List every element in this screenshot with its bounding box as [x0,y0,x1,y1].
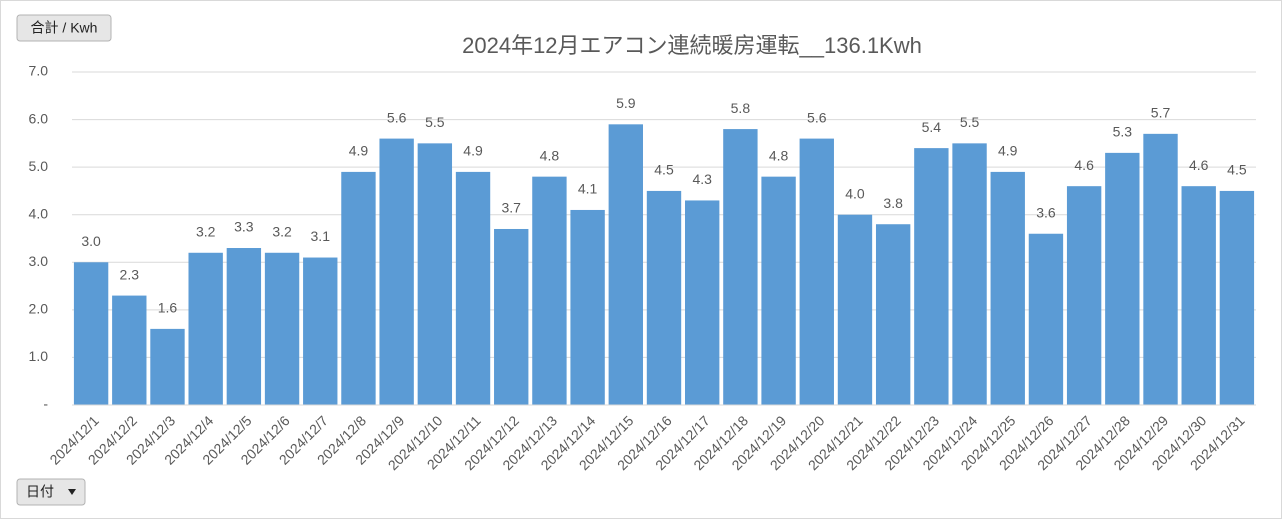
button-label: 日付 [26,484,54,500]
data-label: 4.9 [349,143,369,159]
data-label: 4.8 [540,147,560,163]
button-bg [16,478,86,506]
bar [952,143,987,405]
data-label: 4.6 [1189,157,1209,173]
data-label: 5.4 [922,119,942,135]
bar [914,148,949,405]
y-tick-label: 1.0 [29,348,49,364]
data-label: 4.9 [463,143,483,159]
bar [837,214,873,405]
value-field-button[interactable]: 合計 / Kwh [16,14,112,42]
bar [112,295,147,405]
bar [532,176,567,405]
bar [761,176,796,405]
data-label: 4.9 [998,143,1018,159]
y-tick-label: 4.0 [29,205,49,221]
bar [150,328,185,405]
data-label: 4.3 [692,171,712,187]
y-tick-label: 6.0 [29,110,49,126]
dropdown-icon [68,489,76,495]
data-label: 2.3 [120,266,140,282]
bar [303,257,338,405]
data-label: 4.6 [1074,157,1094,173]
bar [341,171,376,405]
bar [1066,186,1102,405]
bar [990,171,1025,405]
data-label: 5.8 [731,100,751,116]
bar [226,248,262,405]
bar [264,252,300,405]
bar [379,138,414,405]
bar [1105,152,1140,405]
data-label: 5.6 [387,109,407,125]
data-label: 4.1 [578,181,598,197]
data-label: 5.3 [1113,124,1133,140]
data-label: 4.0 [845,185,865,201]
data-label: 3.1 [311,228,331,244]
data-label: 3.2 [196,223,216,239]
data-label: 3.8 [883,195,903,211]
bar [1181,186,1216,405]
y-tick-label: 7.0 [29,63,49,79]
data-label: 3.7 [501,200,521,216]
data-label: 5.7 [1151,105,1171,121]
bar [608,124,643,405]
bar [646,190,682,405]
bar [1143,133,1178,406]
data-label: 4.5 [654,162,674,178]
bar [188,252,223,405]
bar [799,138,834,405]
y-tick-label: 2.0 [29,301,49,317]
chart-title: 2024年12月エアコン連続暖房運転__136.1Kwh [462,33,922,58]
bar [685,200,720,405]
axis-field-button[interactable]: 日付 [16,478,86,506]
bar [455,171,491,405]
y-tick-label: 5.0 [29,158,49,174]
y-tick-label: 3.0 [29,253,49,269]
button-bg [16,14,112,42]
data-label: 4.5 [1227,162,1247,178]
bar [570,209,605,405]
bar [73,262,109,405]
bar [494,228,529,405]
bar [875,224,911,405]
data-label: 5.5 [425,114,445,130]
data-label: 3.2 [272,223,292,239]
data-label: 5.9 [616,95,636,111]
data-label: 3.3 [234,219,254,235]
bar [1028,233,1064,405]
data-label: 1.6 [158,300,178,316]
bar [417,143,453,405]
bar [1219,190,1255,405]
bar [723,129,758,406]
data-label: 5.5 [960,114,980,130]
data-label: 3.0 [81,233,101,249]
data-label: 5.6 [807,109,827,125]
button-label: 合計 / Kwh [31,20,98,36]
y-tick-label: - [43,396,48,412]
data-label: 3.6 [1036,204,1056,220]
data-label: 4.8 [769,147,789,163]
